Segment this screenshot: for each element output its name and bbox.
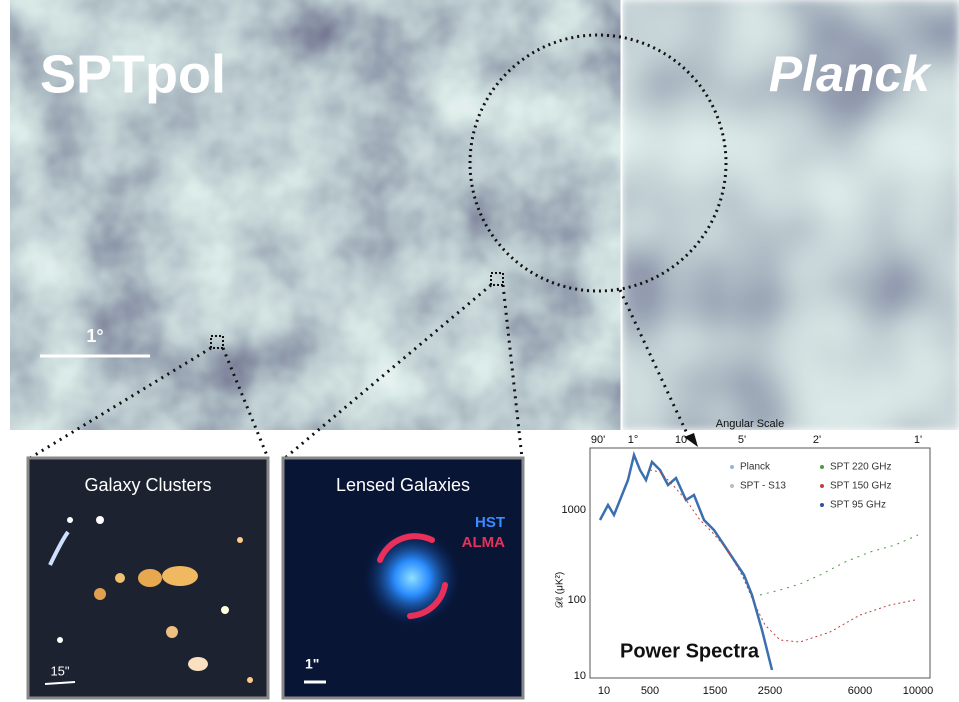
panel-title: Lensed Galaxies xyxy=(336,475,470,495)
bottom-tick-label: 10000 xyxy=(903,685,934,697)
legend-alma: ALMA xyxy=(462,534,505,551)
bottom-tick-label: 10 xyxy=(598,685,610,697)
legend-label: SPT 220 GHz xyxy=(830,462,892,473)
legend-label: SPT 95 GHz xyxy=(830,500,886,511)
panel-title: Galaxy Clusters xyxy=(84,475,211,495)
y-tick-label: 1000 xyxy=(562,504,586,516)
scale-label: 1° xyxy=(86,326,103,346)
top-axis-label: Angular Scale xyxy=(716,418,785,430)
bottom-tick-label: 500 xyxy=(641,685,659,697)
top-tick-label: 90' xyxy=(591,434,605,446)
power-spectrum: Power Spectra Angular Scale 𝒟ℓ (μK²) 90'… xyxy=(555,418,934,697)
legend-hst: HST xyxy=(475,514,505,531)
y-tick-label: 10 xyxy=(574,670,586,682)
legend-marker xyxy=(820,484,824,488)
top-tick-label: 10' xyxy=(675,434,689,446)
bottom-tick-label: 1500 xyxy=(703,685,727,697)
sptpol-label: SPTpol xyxy=(40,44,226,104)
y-axis-label: 𝒟ℓ (μK²) xyxy=(555,572,566,608)
legend-label: SPT - S13 xyxy=(740,481,786,492)
planck-label: Planck xyxy=(769,46,932,102)
y-tick-label: 100 xyxy=(568,594,586,606)
legend-label: Planck xyxy=(740,462,771,473)
scale-label: 15" xyxy=(50,663,69,678)
bottom-tick-label: 2500 xyxy=(758,685,782,697)
legend-marker xyxy=(820,465,824,469)
plot-title: Power Spectra xyxy=(620,640,760,662)
legend-label: SPT 150 GHz xyxy=(830,481,892,492)
legend-marker xyxy=(730,484,734,488)
legend-marker xyxy=(820,503,824,507)
legend-marker xyxy=(730,465,734,469)
top-tick-label: 1° xyxy=(628,434,639,446)
top-tick-label: 5' xyxy=(738,434,746,446)
bottom-tick-label: 6000 xyxy=(848,685,872,697)
top-tick-label: 2' xyxy=(813,434,821,446)
scale-label: 1" xyxy=(305,656,319,672)
top-tick-label: 1' xyxy=(914,434,922,446)
figure: SPTpol Planck 1° Galaxy Clusters 15" Len… xyxy=(0,0,959,702)
